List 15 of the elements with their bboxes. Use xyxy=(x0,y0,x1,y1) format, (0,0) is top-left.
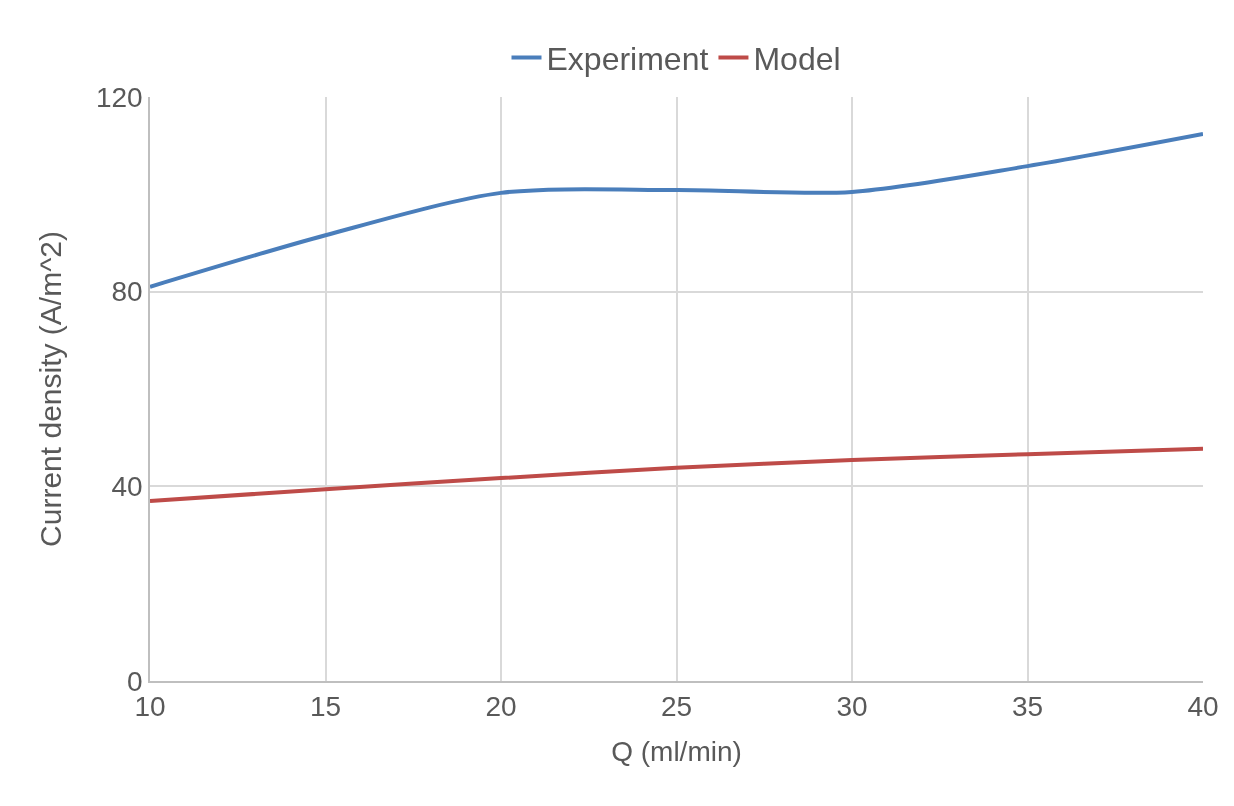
y-tick-label: 80 xyxy=(111,276,143,308)
x-tick-label: 30 xyxy=(836,691,868,723)
x-tick-label: 15 xyxy=(309,691,342,723)
x-tick-label: 25 xyxy=(660,691,693,723)
x-tick-label: 20 xyxy=(485,691,517,723)
x-tick-label: 40 xyxy=(1187,691,1219,723)
legend-label: Model xyxy=(753,41,841,78)
x-tick-label: 35 xyxy=(1011,691,1044,723)
line-series xyxy=(150,446,1203,503)
y-tick-label: 120 xyxy=(95,81,143,113)
x-axis-title: Q (ml/min) xyxy=(611,735,742,767)
line-series xyxy=(150,131,1203,289)
y-tick-label: 40 xyxy=(111,471,143,503)
legend-label: Experiment xyxy=(546,41,709,78)
y-axis-title: Current density (A/m^2) xyxy=(34,231,68,547)
